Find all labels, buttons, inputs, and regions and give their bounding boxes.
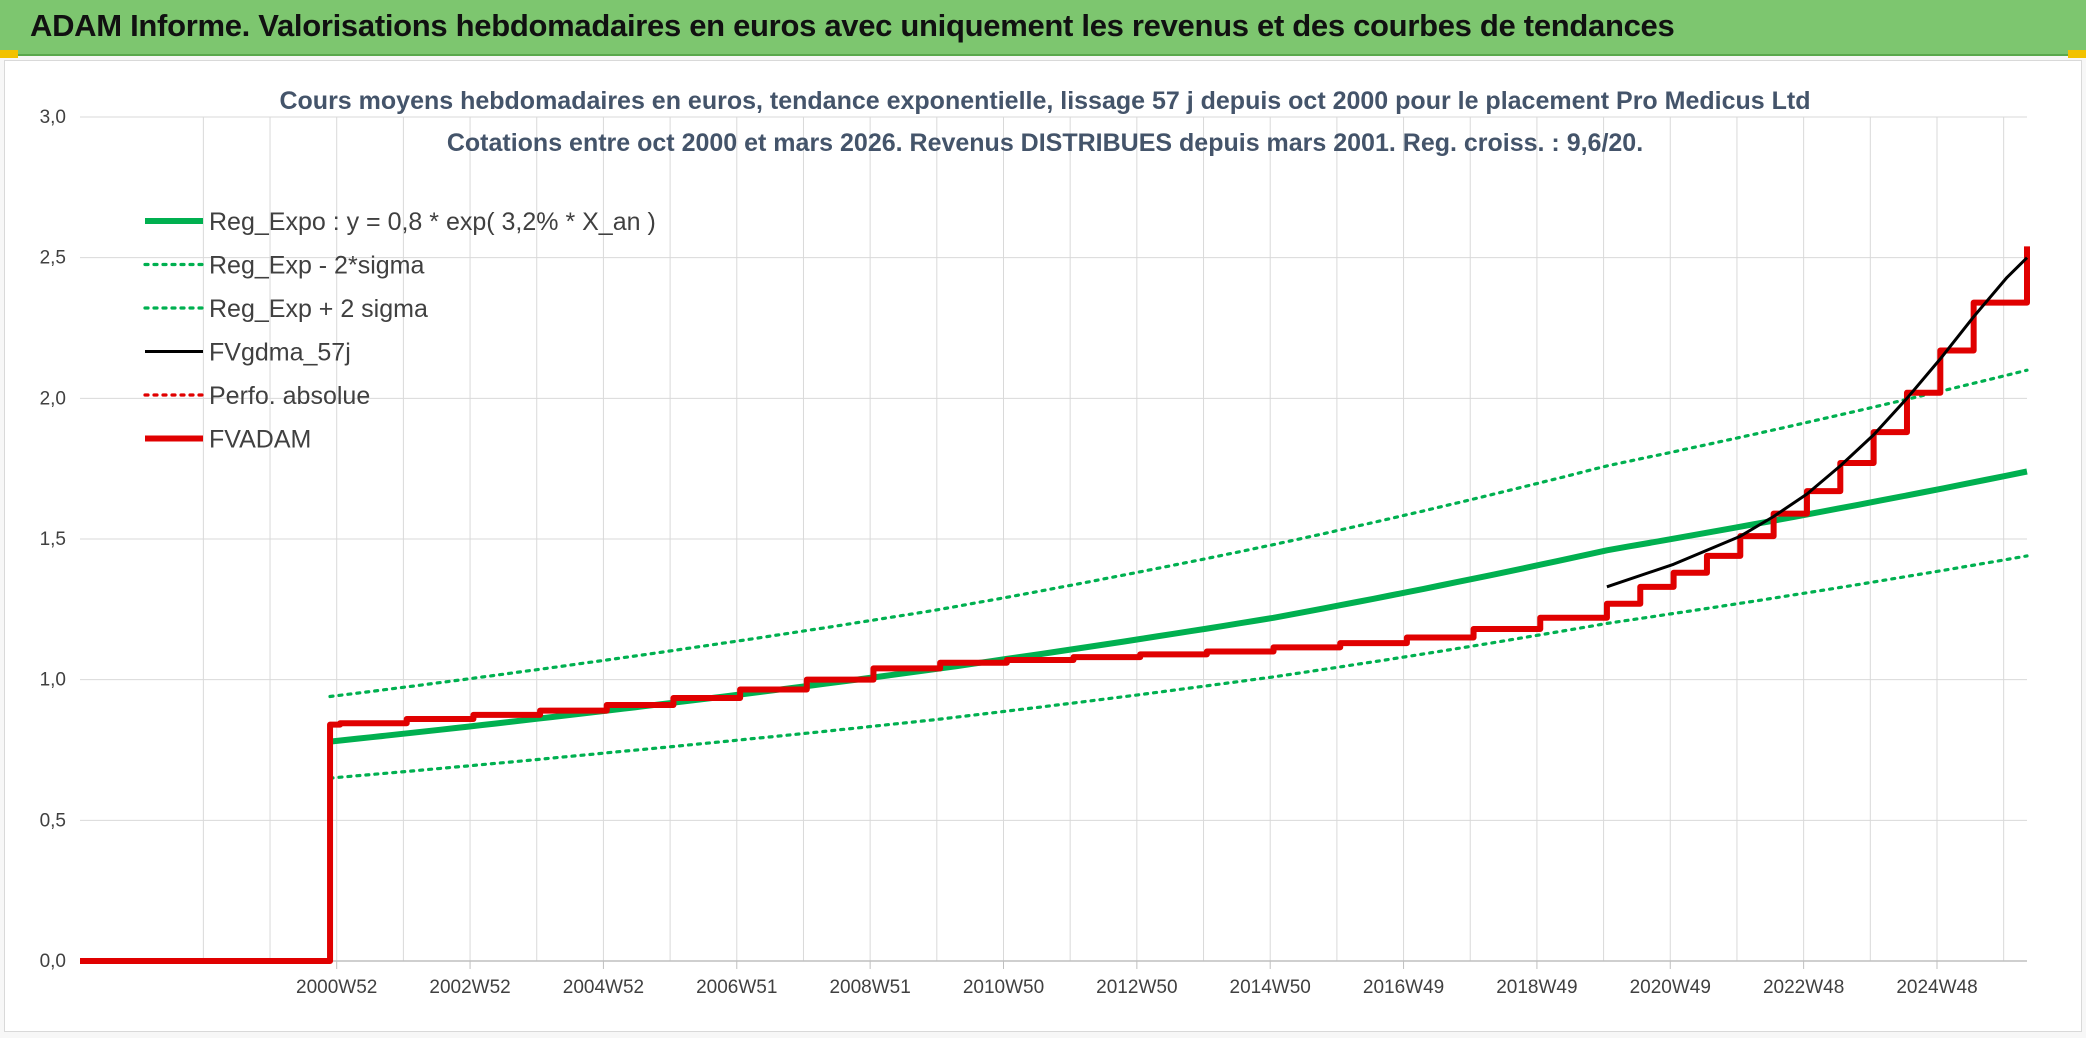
y-tick-label: 0,0 [40, 951, 66, 972]
y-tick-label: 0,5 [40, 810, 66, 831]
legend-label: FVADAM [209, 426, 311, 454]
x-tick-label: 2004W52 [563, 977, 644, 998]
x-tick-label: 2002W52 [429, 977, 510, 998]
legend-label: Reg_Exp + 2 sigma [209, 295, 428, 323]
chart-subtitle: Cotations entre oct 2000 et mars 2026. R… [447, 129, 1643, 157]
chart-title: Cours moyens hebdomadaires en euros, ten… [279, 87, 1810, 115]
series-line [329, 468, 2028, 745]
x-tick-label: 2022W48 [1763, 977, 1844, 998]
chart-panel: 0,0 0,5 1,0 1,5 2,0 2,5 3,0 2000W52 2002W52 2004W… [4, 60, 2082, 1032]
series-line [328, 368, 2029, 699]
y-tick-label: 1,5 [40, 529, 66, 550]
legend-label: Perfo. absolue [209, 382, 370, 410]
report-banner: ADAM Informe. Valorisations hebdomadaire… [0, 0, 2086, 56]
series-line [328, 554, 2029, 780]
x-tick-label: 2014W50 [1230, 977, 1311, 998]
legend: Reg_Expo : y = 0,8 * exp( 3,2% * X_an ) R… [143, 208, 656, 454]
x-tick-label: 2020W49 [1630, 977, 1711, 998]
x-tick-label: 2008W51 [829, 977, 910, 998]
x-tick-label: 2010W50 [963, 977, 1044, 998]
series-line [1606, 256, 2029, 589]
legend-label: FVgdma_57j [209, 339, 351, 367]
y-tick-label: 1,0 [40, 670, 66, 691]
corner-marker [2068, 50, 2086, 58]
gridlines [80, 116, 2027, 962]
corner-marker [0, 50, 18, 58]
x-tick-label: 2000W52 [296, 977, 377, 998]
x-tick-label: 2024W48 [1896, 977, 1977, 998]
x-tick-label: 2006W51 [696, 977, 777, 998]
x-tick-label: 2018W49 [1496, 977, 1577, 998]
legend-label: Reg_Expo : y = 0,8 * exp( 3,2% * X_an ) [209, 208, 656, 236]
y-tick-label: 2,0 [40, 388, 66, 409]
x-tick-label: 2012W50 [1096, 977, 1177, 998]
series-lines [80, 246, 2030, 964]
x-tick-label: 2016W49 [1363, 977, 1444, 998]
y-tick-label: 2,5 [40, 248, 66, 269]
legend-label: Reg_Exp - 2*sigma [209, 252, 424, 280]
y-tick-label: 3,0 [40, 107, 66, 128]
report-title: ADAM Informe. Valorisations hebdomadaire… [30, 8, 1675, 43]
axes: 0,0 0,5 1,0 1,5 2,0 2,5 3,0 2000W52 2002W52 2004W… [40, 107, 2027, 998]
line-chart: 0,0 0,5 1,0 1,5 2,0 2,5 3,0 2000W52 2002W52 2004W… [40, 87, 2030, 998]
